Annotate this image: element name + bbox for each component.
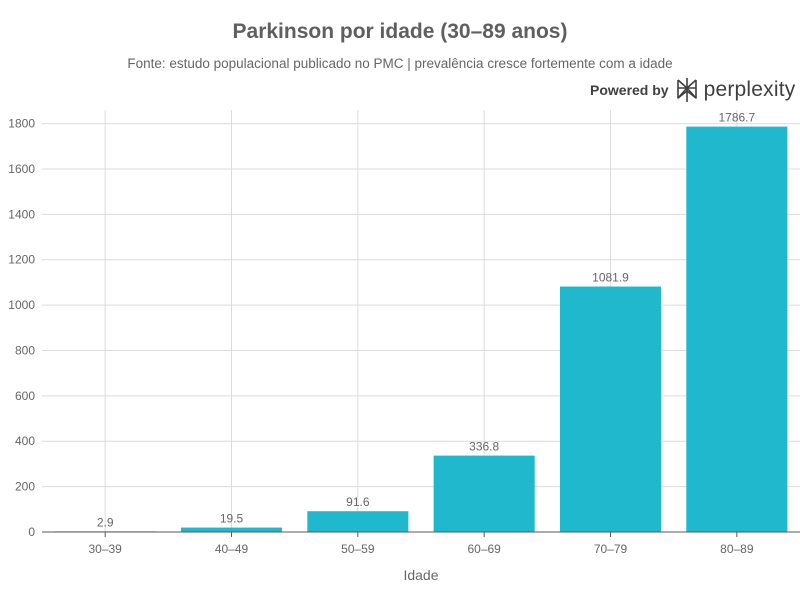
y-tick-label: 1800 — [8, 117, 35, 131]
y-tick-label: 1000 — [8, 298, 35, 312]
x-tick-label: 40–49 — [215, 542, 249, 556]
bar-value-label: 19.5 — [220, 512, 244, 526]
y-tick-label: 1600 — [8, 162, 35, 176]
y-tick-label: 400 — [15, 434, 35, 448]
y-tick-label: 800 — [15, 343, 35, 357]
bar-value-label: 1786.7 — [718, 111, 755, 125]
x-axis-ticks: 30–39 40–49 50–59 60–69 70–79 80–89 — [88, 532, 754, 556]
bar-value-label: 336.8 — [469, 440, 499, 454]
x-axis-title: Idade — [403, 567, 438, 583]
x-tick-label: 30–39 — [88, 542, 122, 556]
y-axis-ticks: 0 200 400 600 800 1000 1200 1400 1600 1800 — [8, 117, 35, 539]
chart-grid — [42, 110, 800, 532]
x-tick-label: 50–59 — [341, 542, 375, 556]
chart-subtitle: Fonte: estudo populacional publicado no … — [127, 56, 673, 71]
perplexity-logo-icon — [676, 78, 697, 102]
bar — [433, 455, 535, 532]
bar-value-label: 1081.9 — [592, 271, 629, 285]
chart-data-labels: 2.9 19.5 91.6 336.8 1081.9 1786.7 — [97, 111, 756, 530]
x-tick-label: 80–89 — [720, 542, 754, 556]
bar-value-label: 91.6 — [346, 495, 370, 509]
chart-title: Parkinson por idade (30–89 anos) — [232, 20, 568, 43]
bar-value-label: 2.9 — [97, 515, 114, 529]
powered-by-label: Powered by — [590, 82, 669, 98]
bar — [307, 511, 409, 532]
bar — [559, 286, 662, 532]
y-tick-label: 0 — [28, 525, 35, 539]
perplexity-wordmark: perplexity — [703, 78, 796, 101]
chart-bars — [54, 126, 788, 532]
x-tick-label: 60–69 — [467, 542, 501, 556]
y-tick-label: 1200 — [8, 253, 35, 267]
y-tick-label: 1400 — [8, 207, 35, 221]
powered-by-badge: Powered by perplexity — [590, 76, 795, 104]
y-tick-label: 200 — [15, 480, 35, 494]
x-tick-label: 70–79 — [594, 542, 628, 556]
y-tick-label: 600 — [15, 389, 35, 403]
bar — [180, 527, 283, 532]
bar — [686, 126, 788, 532]
